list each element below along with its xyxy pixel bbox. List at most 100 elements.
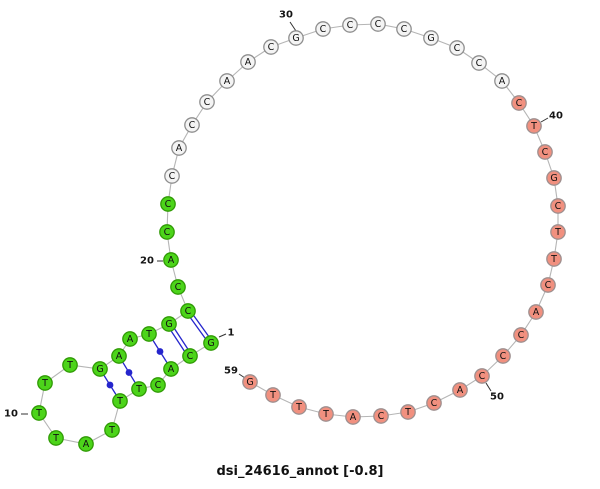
base-letter: C bbox=[542, 147, 549, 158]
nucleotide-circle bbox=[150, 377, 166, 393]
base-letter: C bbox=[476, 58, 483, 69]
position-label-59: 59 bbox=[224, 366, 238, 377]
base-letter: T bbox=[41, 378, 48, 389]
nucleotide-16-T: T bbox=[141, 326, 157, 342]
base-letter: C bbox=[189, 120, 196, 131]
nucleotide-12-T: T bbox=[62, 357, 78, 373]
base-letter: C bbox=[401, 24, 408, 35]
nucleotide-35-G: G bbox=[423, 30, 439, 46]
base-letter: C bbox=[165, 199, 172, 210]
nucleotide-circle bbox=[242, 374, 258, 390]
base-letter: T bbox=[269, 390, 276, 401]
position-label-10: 10 bbox=[4, 409, 18, 420]
base-letter: G bbox=[96, 364, 103, 375]
base-letter: T bbox=[530, 121, 537, 132]
base-letter: C bbox=[347, 20, 354, 31]
base-letter: C bbox=[516, 98, 523, 109]
nucleotide-circle bbox=[159, 224, 175, 240]
position-label-40: 40 bbox=[549, 111, 563, 122]
nucleotide-circle bbox=[161, 316, 177, 332]
nucleotide-circle bbox=[471, 55, 487, 71]
base-letter: T bbox=[108, 425, 115, 436]
nucleotide-circle bbox=[494, 73, 510, 89]
base-letter: A bbox=[168, 255, 175, 266]
nucleotide-circle bbox=[104, 422, 120, 438]
nucleotide-circle bbox=[452, 382, 468, 398]
nucleotide-circle bbox=[540, 277, 556, 293]
nucleotide-1-G: G bbox=[203, 335, 219, 351]
nucleotide-42-G: G bbox=[546, 170, 562, 186]
nucleotide-52-C: C bbox=[426, 395, 442, 411]
nucleotide-48-C: C bbox=[513, 327, 529, 343]
nucleotide-circle bbox=[423, 30, 439, 46]
nucleotide-33-C: C bbox=[370, 16, 386, 32]
position-label-20: 20 bbox=[140, 256, 154, 267]
nucleotide-circle bbox=[528, 304, 544, 320]
nucleotide-9-T: T bbox=[48, 430, 64, 446]
base-letter: A bbox=[350, 412, 357, 423]
base-letter: C bbox=[454, 43, 461, 54]
nucleotide-circle bbox=[199, 94, 215, 110]
nucleotide-53-T: T bbox=[400, 404, 416, 420]
nucleotide-18-C: C bbox=[180, 303, 196, 319]
base-letter: C bbox=[175, 282, 182, 293]
nucleotide-circle bbox=[122, 331, 138, 347]
nucleotide-circle bbox=[62, 357, 78, 373]
nucleotide-28-A: A bbox=[240, 54, 256, 70]
nucleotide-circle bbox=[92, 361, 108, 377]
nucleotide-21-C: C bbox=[159, 224, 175, 240]
nucleotide-circle bbox=[112, 393, 128, 409]
nucleotide-57-T: T bbox=[291, 399, 307, 415]
base-letter: T bbox=[116, 396, 123, 407]
nucleotide-circle bbox=[141, 326, 157, 342]
base-letter: A bbox=[116, 351, 123, 362]
nucleotide-15-A: A bbox=[122, 331, 138, 347]
nucleotide-circle bbox=[318, 406, 334, 422]
base-letter: C bbox=[164, 227, 171, 238]
nucleotide-31-C: C bbox=[315, 21, 331, 37]
nucleotide-circle bbox=[449, 40, 465, 56]
nucleotide-circle bbox=[474, 368, 490, 384]
base-letter: A bbox=[168, 364, 175, 375]
base-letter: A bbox=[533, 307, 540, 318]
nucleotide-32-C: C bbox=[342, 17, 358, 33]
nucleotide-circle bbox=[182, 348, 198, 364]
nucleotide-circle bbox=[203, 335, 219, 351]
nucleotide-circle bbox=[111, 348, 127, 364]
nucleotide-24-A: A bbox=[171, 140, 187, 156]
base-letter: T bbox=[550, 254, 557, 265]
nucleotide-circle bbox=[550, 198, 566, 214]
base-letter: C bbox=[375, 19, 382, 30]
nucleotide-22-C: C bbox=[160, 196, 176, 212]
nucleotide-circle bbox=[495, 348, 511, 364]
base-letter: A bbox=[127, 334, 134, 345]
base-letter: C bbox=[185, 306, 192, 317]
base-letter: G bbox=[246, 377, 253, 388]
label-tick-50 bbox=[485, 382, 492, 392]
nucleotide-45-T: T bbox=[546, 251, 562, 267]
nucleotide-circle bbox=[315, 21, 331, 37]
nucleotide-43-C: C bbox=[550, 198, 566, 214]
base-letter: C bbox=[378, 411, 385, 422]
label-tick-1 bbox=[218, 333, 227, 338]
nucleotide-circle bbox=[131, 381, 147, 397]
base-letter: T bbox=[52, 433, 59, 444]
bond-dot bbox=[156, 348, 164, 355]
nucleotide-25-C: C bbox=[184, 117, 200, 133]
nucleotide-circle bbox=[265, 387, 281, 403]
nucleotide-5-T: T bbox=[131, 381, 147, 397]
base-letter: T bbox=[404, 407, 411, 418]
label-tick-40 bbox=[540, 117, 549, 123]
bond-dot bbox=[106, 381, 114, 389]
base-letter: C bbox=[320, 24, 327, 35]
nucleotide-circle bbox=[48, 430, 64, 446]
base-letter: C bbox=[187, 351, 194, 362]
base-letter: A bbox=[499, 76, 506, 87]
nucleotide-51-A: A bbox=[452, 382, 468, 398]
nucleotide-circle bbox=[164, 168, 180, 184]
base-letter: G bbox=[427, 33, 434, 44]
base-letter: C bbox=[518, 330, 525, 341]
nucleotide-6-T: T bbox=[112, 393, 128, 409]
nucleotide-2-C: C bbox=[182, 348, 198, 364]
